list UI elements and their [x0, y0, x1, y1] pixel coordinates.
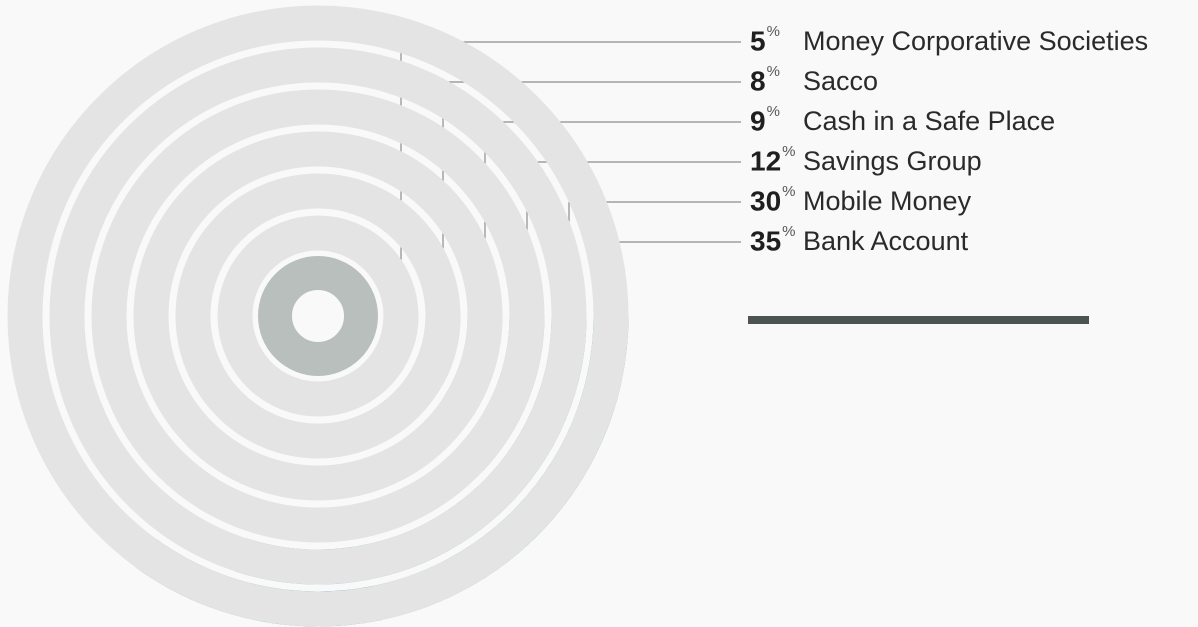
- value-label: 35: [750, 225, 781, 256]
- track: [175, 173, 461, 459]
- unit-label: %: [767, 23, 780, 40]
- value-label: 9: [750, 105, 766, 136]
- track: [91, 89, 545, 543]
- unit-label: %: [782, 183, 795, 200]
- category-label: Bank Account: [803, 226, 969, 256]
- value-label: 8: [750, 65, 766, 96]
- unit-label: %: [782, 143, 795, 160]
- track: [133, 131, 503, 501]
- category-label: Savings Group: [803, 146, 982, 176]
- divider-bar: [748, 316, 1089, 324]
- track: [217, 215, 419, 417]
- unit-label: %: [782, 223, 795, 240]
- track: [7, 5, 629, 627]
- category-label: Mobile Money: [803, 186, 972, 216]
- unit-label: %: [767, 103, 780, 120]
- track: [49, 47, 587, 585]
- value-label: 5: [750, 25, 766, 56]
- category-label: Sacco: [803, 66, 878, 96]
- unit-label: %: [767, 63, 780, 80]
- value-label: 30: [750, 185, 781, 216]
- center-ring: [258, 256, 378, 376]
- category-label: Money Corporative Societies: [803, 26, 1148, 56]
- category-label: Cash in a Safe Place: [803, 106, 1055, 136]
- value-label: 12: [750, 145, 781, 176]
